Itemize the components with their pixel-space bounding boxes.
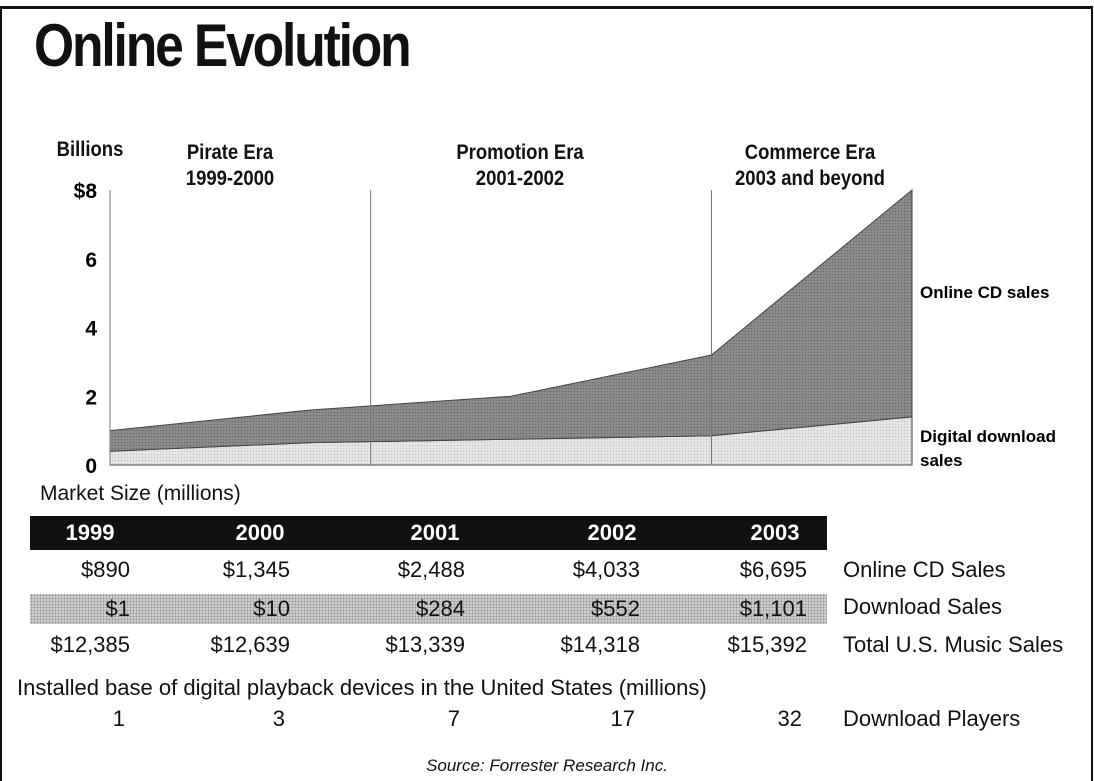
table-cell: $4,033 (572, 557, 640, 582)
chart-frame (0, 6, 1093, 781)
era-label-commerce: Commerce Era 2003 and beyond (713, 140, 907, 193)
table-cell: $1,101 (739, 596, 807, 621)
table-cell: $13,339 (385, 632, 465, 657)
year-header-cell: 2002 (587, 520, 637, 545)
area-online-cd-sales (109, 188, 913, 452)
market-size-heading: Market Size (millions) (40, 482, 241, 505)
y-unit-text: Billions (56, 138, 124, 161)
table-cell: $1,345 (222, 557, 290, 582)
era-years: 2001-2002 (475, 167, 565, 191)
table-cell: 32 (777, 706, 802, 731)
era-dividers (109, 190, 712, 465)
y-tick-label: 6 (85, 249, 97, 272)
area-series (109, 188, 913, 466)
y-tick-label: 0 (85, 455, 97, 478)
table-row-download: $1 $10 $284 $552 $1,101 (30, 594, 827, 624)
table-cell: 7 (447, 706, 460, 731)
series-label: sales (920, 451, 963, 470)
table-cell: $2,488 (397, 557, 465, 582)
y-tick-label: $8 (74, 180, 98, 203)
year-header-cell: 2001 (410, 520, 460, 545)
table-cell: $15,392 (727, 632, 807, 657)
year-header-cell: 1999 (65, 520, 115, 545)
year-header-cell: 2000 (235, 520, 285, 545)
era-name: Promotion Era (456, 141, 584, 164)
table-cell: $552 (591, 596, 640, 621)
series-label: Online CD sales (920, 283, 1049, 302)
table-cell: 3 (272, 706, 285, 731)
era-years: 2003 and beyond (735, 167, 885, 191)
table-cell: $6,695 (739, 557, 807, 582)
table-cell: $1 (105, 596, 130, 621)
y-tick-label: 4 (85, 318, 97, 341)
y-axis-ticks: $8 6 4 2 0 (74, 180, 98, 478)
year-header-cell: 2003 (750, 520, 800, 545)
table-cell: $10 (253, 596, 290, 621)
table-cell: 17 (610, 706, 635, 731)
table-cell: 1 (112, 706, 125, 731)
series-labels: Online CD sales Digital download sales (920, 283, 1056, 470)
row-label-download: Download Sales (843, 594, 1002, 619)
y-unit-label: Billions (46, 137, 134, 163)
series-label: Digital download (920, 427, 1056, 446)
row-label-online-cd: Online CD Sales (843, 557, 1006, 582)
installed-base-heading: Installed base of digital playback devic… (17, 675, 707, 700)
table-cell: $890 (81, 557, 130, 582)
table-cell: $12,639 (210, 632, 290, 657)
table-cell: $284 (416, 596, 465, 621)
source-note: Source: Forrester Research Inc. (426, 756, 668, 775)
year-header-row: 1999 2000 2001 2002 2003 (30, 516, 827, 550)
era-years: 1999-2000 (185, 167, 275, 191)
table-cell: $14,318 (560, 632, 640, 657)
chart-title: Online Evolution (34, 12, 412, 79)
era-label-pirate: Pirate Era 1999-2000 (160, 140, 301, 193)
y-tick-label: 2 (85, 386, 97, 409)
era-label-promotion: Promotion Era 2001-2002 (432, 140, 608, 193)
row-label-total: Total U.S. Music Sales (843, 632, 1064, 657)
table-cell: $12,385 (50, 632, 130, 657)
row-label-players: Download Players (843, 706, 1021, 731)
area-chart: $8 6 4 2 0 Online CD sales Digital download sa… (74, 180, 1056, 478)
era-name: Pirate Era (186, 141, 274, 164)
era-name: Commerce Era (744, 141, 876, 164)
